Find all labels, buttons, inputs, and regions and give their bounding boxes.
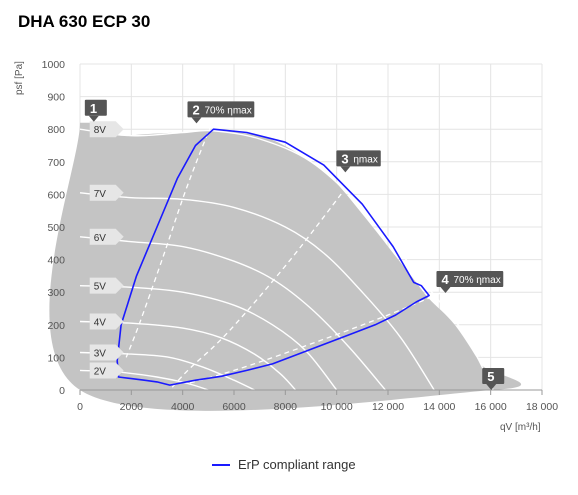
y-tick-label: 900	[47, 92, 65, 104]
efficiency-line	[187, 281, 466, 385]
voltage-label: 6V	[94, 233, 107, 244]
callouts: 1 2 70% ηmax 3 ηmax 4 70% ηmax 5	[84, 99, 505, 390]
x-tick-label: 6000	[222, 401, 246, 413]
chart-title: DHA 630 ECP 30	[18, 12, 151, 31]
y-tick-label: 500	[47, 222, 65, 234]
x-axis-label: qV [m³/h]	[500, 422, 541, 433]
voltage-label: 4V	[94, 318, 107, 329]
y-tick-label: 400	[47, 255, 65, 267]
y-tick-label: 0	[59, 385, 65, 397]
callout-label: 70% ηmax	[453, 275, 500, 286]
callout-box	[84, 99, 107, 116]
voltage-label-tag	[89, 184, 124, 201]
voltage-label: 7V	[94, 189, 107, 200]
voltage-label: 8V	[94, 125, 107, 136]
callout-label: 70% ηmax	[205, 105, 252, 116]
callout-pointer	[486, 384, 497, 390]
x-tick-label: 10 000	[321, 401, 353, 413]
callout-box	[336, 150, 381, 167]
erp-series	[116, 128, 430, 386]
efficiency-lines	[125, 99, 466, 391]
y-tick-label: 1000	[42, 59, 66, 71]
x-tick-label: 8000	[274, 401, 298, 413]
legend-swatch	[212, 463, 230, 466]
callout-number: 5	[487, 369, 494, 384]
voltage-label-tag	[89, 277, 124, 294]
voltage-label: 5V	[94, 282, 107, 293]
callout-number: 1	[90, 101, 97, 116]
callout-number: 4	[441, 272, 449, 287]
y-tick-label: 300	[47, 287, 65, 299]
y-tick-label: 700	[47, 157, 65, 169]
voltage-label-tag	[89, 228, 124, 245]
y-tick-label: 600	[47, 189, 65, 201]
x-tick-label: 0	[77, 401, 83, 413]
y-tick-label: 100	[47, 352, 65, 364]
callout-box	[482, 368, 505, 384]
x-tick-label: 16 000	[475, 401, 507, 413]
callout-number: 3	[341, 151, 348, 166]
callout-pointer	[88, 115, 99, 122]
callout-pointer	[340, 166, 351, 173]
callout-number: 2	[193, 102, 200, 117]
callout-pointer	[191, 117, 202, 124]
voltage-label-tag	[89, 313, 124, 330]
voltage-label-tag	[89, 362, 124, 379]
callout-box	[436, 270, 504, 287]
x-tick-label: 14 000	[423, 401, 455, 413]
callout-pointer	[440, 286, 451, 293]
y-axis-label: psf [Pa]	[14, 61, 25, 95]
y-tick-label: 800	[47, 124, 65, 136]
efficiency-line	[125, 99, 222, 358]
legend-label: ErP compliant range	[238, 457, 356, 472]
callout-box	[187, 101, 255, 118]
voltage-label: 2V	[94, 366, 107, 377]
voltage-label-tag	[89, 121, 124, 138]
x-tick-label: 4000	[171, 401, 195, 413]
x-tick-label: 12 000	[372, 401, 404, 413]
voltage-labels: 8V 7V 6V 5V 4V 3V 2V	[89, 121, 124, 379]
efficiency-line	[169, 179, 353, 391]
erp-compliant-range-line	[116, 128, 430, 386]
voltage-curve	[79, 320, 297, 391]
axes: 0 2000 4000 6000 8000 10 000 12 000 14 000 16 00…	[42, 59, 559, 413]
legend: ErP compliant range	[212, 457, 356, 472]
voltage-curve	[79, 236, 386, 391]
voltage-curve	[79, 128, 494, 391]
x-tick-label: 18 000	[526, 401, 558, 413]
voltage-curve	[79, 192, 435, 391]
y-tick-label: 200	[47, 320, 65, 332]
callout-label: ηmax	[353, 154, 377, 165]
voltage-label: 3V	[94, 349, 107, 360]
voltage-label-tag	[89, 344, 124, 361]
x-tick-label: 2000	[120, 401, 144, 413]
